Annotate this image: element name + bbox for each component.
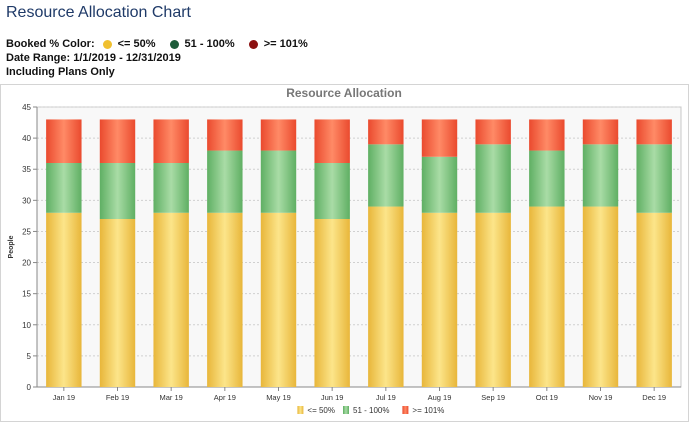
x-tick-label: Sep 19 xyxy=(481,393,505,402)
bar-oct-19-series-2 xyxy=(529,119,565,151)
bar-nov-19-series-1 xyxy=(582,144,619,207)
x-tick-label: Dec 19 xyxy=(642,393,666,402)
x-tick-label: Apr 19 xyxy=(214,393,236,402)
y-tick-label: 40 xyxy=(22,134,31,143)
x-tick-label: Oct 19 xyxy=(536,393,558,402)
legend-swatch-2 xyxy=(402,406,409,414)
bar-aug-19-series-2 xyxy=(421,119,458,157)
y-tick-label: 35 xyxy=(22,165,31,174)
bar-dec-19-series-0 xyxy=(636,212,672,387)
bar-nov-19-series-2 xyxy=(582,119,619,145)
bar-mar-19-series-1 xyxy=(153,163,189,213)
booked-color-legend: Booked % Color: <= 50% 51 - 100% >= 101% xyxy=(6,38,308,50)
y-tick-label: 20 xyxy=(22,259,31,268)
bar-aug-19-series-1 xyxy=(421,156,458,213)
bar-apr-19-series-1 xyxy=(207,150,243,213)
legend-label-1: 51 - 100% xyxy=(353,406,389,415)
bar-nov-19-series-0 xyxy=(582,206,619,387)
y-tick-label: 45 xyxy=(22,103,31,112)
resource-allocation-chart: Resource Allocation 0 5 10 15 20 25 30 35 40 45 Pe… xyxy=(8,86,682,415)
bar-jun-19-series-0 xyxy=(314,219,350,387)
bar-jul-19-series-1 xyxy=(368,144,404,207)
bar-oct-19-series-1 xyxy=(529,150,565,207)
x-tick-label: Mar 19 xyxy=(159,393,182,402)
x-tick-label: Jul 19 xyxy=(376,393,396,402)
bar-feb-19-series-2 xyxy=(99,119,136,163)
y-tick-label: 25 xyxy=(22,227,31,236)
legend-label-mid: 51 - 100% xyxy=(184,38,235,50)
legend-label-high: >= 101% xyxy=(263,38,308,50)
x-tick-label: May 19 xyxy=(266,393,291,402)
bar-sep-19-series-0 xyxy=(475,212,511,387)
bar-feb-19-series-0 xyxy=(99,219,136,387)
bar-apr-19-series-0 xyxy=(207,212,243,387)
bar-jan-19-series-1 xyxy=(46,163,82,213)
y-tick-label: 30 xyxy=(22,196,31,205)
legend-swatch-0 xyxy=(297,406,304,414)
legend-label-2: >= 101% xyxy=(412,406,444,415)
plot-background xyxy=(36,106,682,388)
page-title: Resource Allocation Chart xyxy=(6,4,191,21)
bar-apr-19-series-2 xyxy=(207,119,243,151)
chart-title: Resource Allocation xyxy=(286,86,402,100)
y-tick-label: 15 xyxy=(22,290,31,299)
legend-dot-high-icon xyxy=(248,39,258,49)
y-tick-label: 10 xyxy=(22,321,31,330)
plans-note: Including Plans Only xyxy=(6,66,115,78)
legend-swatch-1 xyxy=(343,406,349,414)
bar-jul-19-series-2 xyxy=(368,119,404,145)
bar-mar-19-series-2 xyxy=(153,119,189,163)
bar-sep-19-series-1 xyxy=(475,144,511,213)
booked-color-label: Booked % Color: xyxy=(6,38,95,50)
x-tick-label: Nov 19 xyxy=(589,393,613,402)
plot-area: 0 5 10 15 20 25 30 35 40 45 People Jan 19 Feb 19 Mar … xyxy=(8,103,682,415)
y-tick-label: 5 xyxy=(27,352,32,361)
x-tick-label: Jun 19 xyxy=(321,393,344,402)
bar-jun-19-series-2 xyxy=(314,119,350,163)
x-tick-label: Jan 19 xyxy=(53,393,76,402)
bar-jan-19-series-2 xyxy=(46,119,82,163)
legend-label-0: <= 50% xyxy=(307,406,335,415)
bar-may-19-series-2 xyxy=(260,119,297,151)
chart-frame: Resource Allocation 0 5 10 15 20 25 30 35 40 45 Pe… xyxy=(0,84,689,422)
y-tick-label: 0 xyxy=(27,383,32,392)
x-tick-label: Feb 19 xyxy=(106,393,129,402)
legend-dot-mid-icon xyxy=(169,39,179,49)
legend-label-low: <= 50% xyxy=(117,38,156,50)
y-axis-label: People xyxy=(8,235,15,258)
bar-may-19-series-1 xyxy=(260,150,297,213)
bar-jan-19-series-0 xyxy=(46,212,82,387)
bar-aug-19-series-0 xyxy=(421,212,458,387)
legend-dot-low-icon xyxy=(102,39,112,49)
bar-dec-19-series-1 xyxy=(636,144,672,213)
bar-dec-19-series-2 xyxy=(636,119,672,145)
x-tick-label: Aug 19 xyxy=(428,393,452,402)
bar-may-19-series-0 xyxy=(260,212,297,387)
bar-feb-19-series-1 xyxy=(99,163,136,219)
bar-sep-19-series-2 xyxy=(475,119,511,145)
bar-mar-19-series-0 xyxy=(153,212,189,387)
bar-oct-19-series-0 xyxy=(529,206,565,387)
bar-jun-19-series-1 xyxy=(314,163,350,219)
date-range: Date Range: 1/1/2019 - 12/31/2019 xyxy=(6,52,181,64)
bar-jul-19-series-0 xyxy=(368,206,404,387)
